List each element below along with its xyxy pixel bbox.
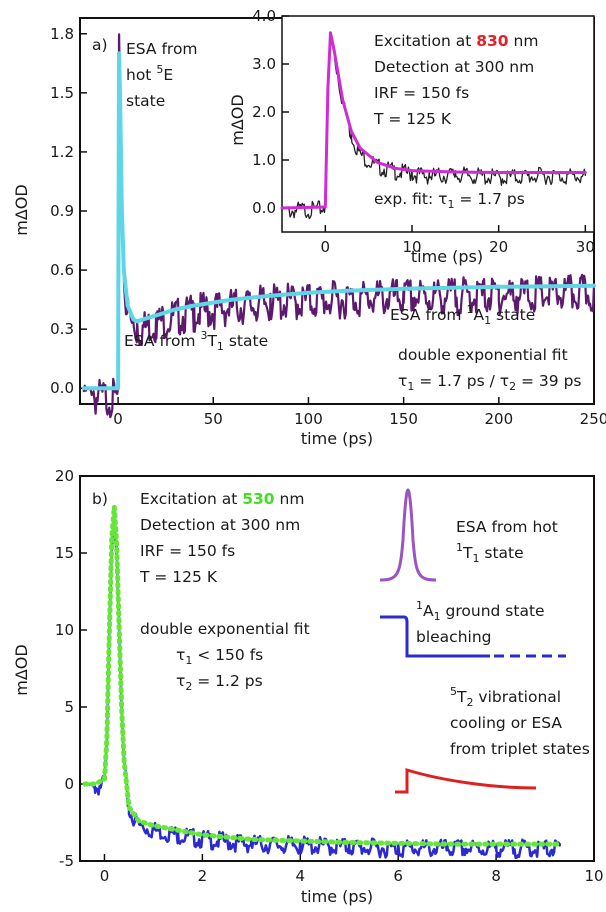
inset-detection: Detection at 300 nm xyxy=(374,58,534,76)
x-tick-label: 20 xyxy=(489,238,508,256)
panel-a-xlabel: time (ps) xyxy=(301,429,373,448)
inset-irf: IRF = 150 fs xyxy=(374,84,469,102)
panel-a-ann-1a1: ESA from 1A1 state xyxy=(390,303,535,327)
panel-a-fit-title: double exponential fit xyxy=(398,346,568,364)
panel-b-xlabel: time (ps) xyxy=(301,887,373,906)
inset-temperature: T = 125 K xyxy=(373,110,452,128)
x-tick-label: 0 xyxy=(113,410,123,428)
legend-bleach-line2: bleaching xyxy=(416,628,492,646)
legend-bleach-symbol xyxy=(380,615,490,658)
x-tick-label: 250 xyxy=(580,410,606,428)
panel-b-temperature: T = 125 K xyxy=(139,568,218,586)
panel-b-ylabel: mΔOD xyxy=(12,644,31,695)
legend-cool-line1: 5T2 vibrational xyxy=(450,685,561,709)
panel-a-ylabel: mΔOD xyxy=(12,184,31,235)
x-tick-label: 200 xyxy=(484,410,513,428)
legend-cooling-symbol xyxy=(395,767,537,794)
panel-b-fit-title: double exponential fit xyxy=(140,620,310,638)
legend-cool-line3: from triplet states xyxy=(450,740,590,758)
legend-peak-line1: ESA from hot xyxy=(456,518,558,536)
y-tick-label: 5 xyxy=(64,698,74,716)
series-data-line xyxy=(82,33,596,419)
y-tick-label: -5 xyxy=(59,852,74,870)
inset-frame xyxy=(281,15,595,233)
x-tick-label: 10 xyxy=(584,867,603,885)
panel-b-irf: IRF = 150 fs xyxy=(140,542,235,560)
y-tick-label: 0.0 xyxy=(252,199,276,217)
x-tick-label: 30 xyxy=(576,238,595,256)
y-tick-label: 1.5 xyxy=(50,84,74,102)
panel-b: 0 2 4 6 8 10 -5 0 5 10 15 20 b) mΔOD time (ps) Exci… xyxy=(12,467,604,906)
y-tick-label: 2.0 xyxy=(252,103,276,121)
panel-b-tau1: τ1 < 150 fs xyxy=(176,646,263,667)
x-tick-label: 2 xyxy=(198,867,208,885)
y-tick-label: 0.3 xyxy=(50,320,74,338)
x-tick-label: 6 xyxy=(393,867,403,885)
y-tick-label: 0.9 xyxy=(50,202,74,220)
series-fit-line xyxy=(280,31,587,210)
panel-a-ann-hot-3: state xyxy=(126,92,165,110)
inset-fit: exp. fit: τ1 = 1.7 ps xyxy=(374,190,525,211)
panel-a-fit-taus: τ1 = 1.7 ps / τ2 = 39 ps xyxy=(398,372,582,393)
legend-peak-symbol xyxy=(379,488,437,582)
panel-a-label: a) xyxy=(92,36,108,54)
panel-b-label: b) xyxy=(92,490,108,508)
x-tick-label: 4 xyxy=(296,867,306,885)
y-tick-label: 20 xyxy=(55,467,74,485)
legend-cool-line2: cooling or ESA xyxy=(450,714,562,732)
inset-ylabel: mΔOD xyxy=(228,94,247,145)
series-fit-line xyxy=(82,504,563,847)
panel-a-series xyxy=(81,33,596,419)
y-tick-label: 0.6 xyxy=(50,261,74,279)
panel-b-series xyxy=(82,504,563,859)
y-tick-label: 0 xyxy=(64,775,74,793)
inset-series xyxy=(280,31,587,220)
panel-a-ann-hot-1: ESA from xyxy=(126,40,198,58)
y-tick-label: 1.0 xyxy=(252,151,276,169)
x-tick-label: 0 xyxy=(321,238,331,256)
panel-a-ann-3t1: ESA from 3T1 state xyxy=(124,329,268,353)
x-tick-label: 150 xyxy=(389,410,418,428)
y-tick-label: 10 xyxy=(55,621,74,639)
series-fit-line xyxy=(81,51,596,391)
y-tick-label: 1.2 xyxy=(50,143,74,161)
inset-xlabel: time (ps) xyxy=(411,247,483,266)
x-tick-label: 8 xyxy=(491,867,501,885)
x-tick-label: 50 xyxy=(204,410,223,428)
panel-b-frame xyxy=(79,475,595,862)
y-tick-label: 3.0 xyxy=(252,55,276,73)
inset: 0 10 20 30 0.0 1.0 2.0 3.0 4.0 mΔOD time (ps) Ex… xyxy=(228,7,595,266)
legend-peak-line2: 1T1 state xyxy=(456,541,524,565)
panel-b-excitation: Excitation at 530 nm xyxy=(140,490,304,508)
y-tick-label: 4.0 xyxy=(252,7,276,25)
panel-b-detection: Detection at 300 nm xyxy=(140,516,300,534)
inset-excitation: Excitation at 830 nm xyxy=(374,32,538,50)
y-tick-label: 1.8 xyxy=(50,25,74,43)
panel-b-ticks: 0 2 4 6 8 10 -5 0 5 10 15 20 xyxy=(55,467,604,885)
x-tick-label: 10 xyxy=(402,238,421,256)
legend-bleach-line1: 1A1 ground state xyxy=(416,599,545,623)
x-tick-label: 0 xyxy=(100,867,110,885)
x-tick-label: 100 xyxy=(294,410,323,428)
y-tick-label: 0.0 xyxy=(50,379,74,397)
y-tick-label: 15 xyxy=(55,544,74,562)
panel-a-ann-hot-2: hot 5E xyxy=(126,63,173,84)
inset-ticks: 0 10 20 30 0.0 1.0 2.0 3.0 4.0 xyxy=(252,7,595,256)
panel-b-tau2: τ2 = 1.2 ps xyxy=(176,672,263,693)
